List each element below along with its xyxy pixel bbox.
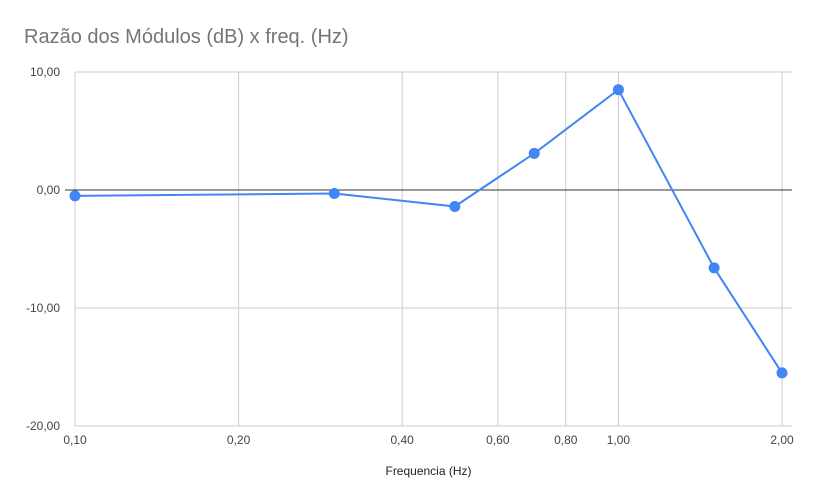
x-tick-label: 0,40 (390, 433, 414, 447)
x-axis-title: Frequencia (Hz) (385, 464, 471, 478)
data-point (612, 84, 624, 96)
data-point (528, 147, 540, 159)
y-tick-label: 0,00 (37, 183, 61, 197)
series-layer (69, 84, 788, 379)
data-point (69, 190, 81, 202)
y-tick-label: -10,00 (26, 301, 60, 315)
x-tick-label: 0,10 (63, 433, 87, 447)
series-line (74, 88, 783, 374)
x-tick-label: 0,60 (486, 433, 510, 447)
y-tick-label: -20,00 (26, 419, 60, 433)
x-tick-label: 1,00 (607, 433, 631, 447)
data-point (328, 188, 340, 200)
data-point (449, 201, 461, 213)
x-tick-label: 0,20 (227, 433, 251, 447)
gridlines (74, 71, 792, 427)
chart-title: Razão dos Módulos (dB) x freq. (Hz) (24, 26, 349, 48)
tick-labels: 0,10 0,20 0,40 0,60 0,80 1,00 2,00 10,00 0,00 -10… (26, 65, 794, 447)
x-tick-label: 0,80 (554, 433, 578, 447)
data-point (776, 367, 788, 379)
y-tick-label: 10,00 (30, 65, 60, 79)
x-tick-label: 2,00 (770, 433, 794, 447)
data-point (708, 262, 720, 274)
